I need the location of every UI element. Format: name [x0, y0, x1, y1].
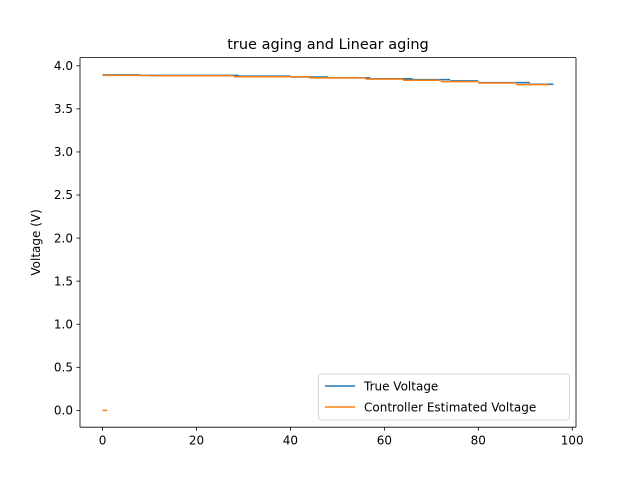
chart-title: true aging and Linear aging [227, 37, 429, 53]
y-tick-label-8: 4.0 [54, 59, 73, 73]
x-tick-label-3: 60 [377, 434, 392, 448]
y-tick-label-6: 3.0 [54, 145, 73, 159]
legend-label-true-voltage: True Voltage [363, 380, 438, 394]
y-axis-ticks: 0.0 0.5 1.0 1.5 2.0 2.5 3.0 3.5 4.0 [54, 59, 80, 418]
y-tick-label-4: 2.0 [54, 231, 73, 245]
x-tick-label-5: 100 [561, 434, 584, 448]
y-tick-label-1: 0.5 [54, 361, 73, 375]
legend-frame [318, 373, 570, 421]
axes-spines [79, 57, 577, 428]
x-tick-label-1: 20 [189, 434, 204, 448]
y-axis-label: Voltage (V) [29, 209, 43, 275]
y-tick-label-2: 1.0 [54, 317, 73, 331]
x-tick-label-2: 40 [283, 434, 298, 448]
series-controller-estimated-voltage [102, 74, 549, 412]
y-tick-label-0: 0.0 [54, 404, 73, 418]
x-axis-ticks: 0 20 40 60 80 100 [99, 427, 584, 448]
x-tick-label-0: 0 [99, 434, 107, 448]
y-tick-label-7: 3.5 [54, 102, 73, 116]
legend: True Voltage Controller Estimated Voltag… [318, 373, 570, 421]
x-tick-label-4: 80 [471, 434, 486, 448]
y-tick-label-5: 2.5 [54, 188, 73, 202]
legend-label-controller-estimated-voltage: Controller Estimated Voltage [364, 401, 536, 415]
series-layer [102, 74, 554, 412]
y-tick-label-3: 1.5 [54, 274, 73, 288]
plot-area [80, 57, 576, 428]
